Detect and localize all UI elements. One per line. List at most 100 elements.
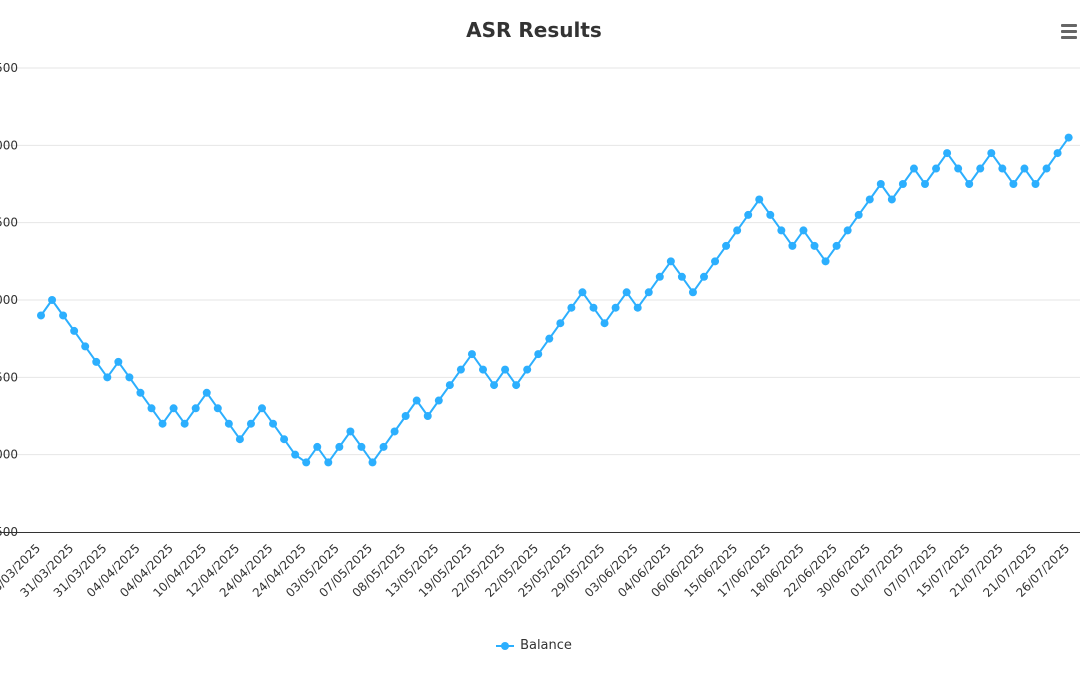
data-point[interactable] [158, 419, 167, 428]
data-point[interactable] [1053, 149, 1062, 158]
data-point[interactable] [191, 404, 200, 413]
data-point[interactable] [390, 427, 399, 436]
data-point[interactable] [169, 404, 178, 413]
data-point[interactable] [666, 257, 675, 266]
data-point[interactable] [545, 334, 554, 343]
data-point[interactable] [766, 210, 775, 219]
data-point[interactable] [1064, 133, 1073, 142]
data-point[interactable] [854, 210, 863, 219]
data-point[interactable] [335, 442, 344, 451]
data-point[interactable] [954, 164, 963, 173]
data-point[interactable] [81, 342, 90, 351]
data-point[interactable] [213, 404, 222, 413]
legend-line-marker-icon [496, 641, 515, 651]
data-point[interactable] [357, 442, 366, 451]
hamburger-menu-icon[interactable] [1058, 20, 1080, 44]
data-point[interactable] [147, 404, 156, 413]
data-point[interactable] [114, 357, 123, 366]
y-tick-label: 500 [0, 61, 18, 75]
data-point[interactable] [1042, 164, 1051, 173]
data-point[interactable] [865, 195, 874, 204]
data-point[interactable] [921, 180, 929, 188]
data-point[interactable] [567, 303, 576, 312]
data-point[interactable] [611, 303, 620, 312]
data-point[interactable] [909, 164, 918, 173]
data-point[interactable] [744, 210, 753, 219]
legend-item-balance[interactable]: Balance [496, 638, 572, 653]
data-point[interactable] [368, 458, 377, 467]
data-point[interactable] [70, 326, 79, 335]
data-point[interactable] [722, 241, 731, 250]
data-point[interactable] [313, 442, 322, 451]
data-point[interactable] [235, 435, 244, 444]
data-point[interactable] [136, 388, 145, 397]
data-point[interactable] [490, 381, 499, 390]
data-point[interactable] [965, 180, 974, 188]
data-point[interactable] [59, 311, 68, 320]
data-point[interactable] [998, 164, 1007, 173]
data-point[interactable] [943, 149, 952, 158]
data-point[interactable] [788, 241, 797, 250]
data-point[interactable] [987, 149, 996, 158]
data-point[interactable] [258, 404, 266, 413]
data-point[interactable] [269, 419, 278, 428]
data-point[interactable] [401, 412, 410, 420]
data-point[interactable] [467, 350, 476, 359]
data-point[interactable] [125, 373, 134, 382]
data-point[interactable] [379, 442, 388, 451]
data-point[interactable] [799, 226, 808, 235]
data-point[interactable] [876, 180, 885, 188]
data-point[interactable] [246, 419, 255, 428]
data-point[interactable] [932, 164, 941, 173]
data-point[interactable] [644, 288, 653, 297]
data-point[interactable] [832, 241, 841, 250]
data-point[interactable] [887, 195, 896, 204]
data-point[interactable] [810, 241, 819, 250]
data-point[interactable] [976, 164, 985, 173]
data-point[interactable] [479, 365, 487, 374]
data-point[interactable] [412, 396, 421, 405]
data-point[interactable] [677, 272, 686, 281]
data-point[interactable] [711, 257, 720, 266]
data-point[interactable] [700, 272, 708, 281]
data-point[interactable] [48, 296, 57, 304]
data-point[interactable] [224, 419, 233, 428]
data-point[interactable] [733, 226, 742, 235]
data-point[interactable] [622, 288, 631, 297]
data-point[interactable] [434, 396, 443, 405]
data-point[interactable] [600, 319, 609, 328]
data-point[interactable] [821, 257, 830, 266]
data-point[interactable] [523, 365, 532, 374]
data-point[interactable] [324, 458, 333, 467]
data-point[interactable] [589, 303, 598, 312]
data-point[interactable] [1009, 180, 1018, 188]
data-point[interactable] [1031, 180, 1040, 188]
data-point[interactable] [512, 381, 521, 390]
data-point[interactable] [92, 357, 101, 366]
data-point[interactable] [898, 180, 907, 188]
data-point[interactable] [655, 272, 664, 281]
data-point[interactable] [103, 373, 112, 382]
data-point[interactable] [556, 319, 565, 328]
data-point[interactable] [423, 412, 432, 420]
grid-lines [0, 67, 1080, 456]
data-point[interactable] [202, 388, 211, 397]
data-point[interactable] [501, 365, 510, 374]
data-point[interactable] [633, 303, 642, 312]
data-point[interactable] [291, 450, 300, 459]
data-point[interactable] [534, 350, 543, 359]
data-point[interactable] [777, 226, 786, 235]
data-point[interactable] [445, 381, 454, 390]
data-point[interactable] [346, 427, 355, 436]
data-point[interactable] [302, 458, 311, 467]
data-point[interactable] [688, 288, 697, 297]
data-point[interactable] [843, 226, 852, 235]
data-point[interactable] [755, 195, 764, 204]
data-point[interactable] [578, 288, 587, 297]
data-point[interactable] [1020, 164, 1029, 173]
data-point[interactable] [456, 365, 465, 374]
data-point[interactable] [280, 435, 289, 444]
data-point[interactable] [180, 419, 189, 428]
y-tick-label: 000 [0, 448, 18, 462]
data-point[interactable] [37, 311, 45, 320]
